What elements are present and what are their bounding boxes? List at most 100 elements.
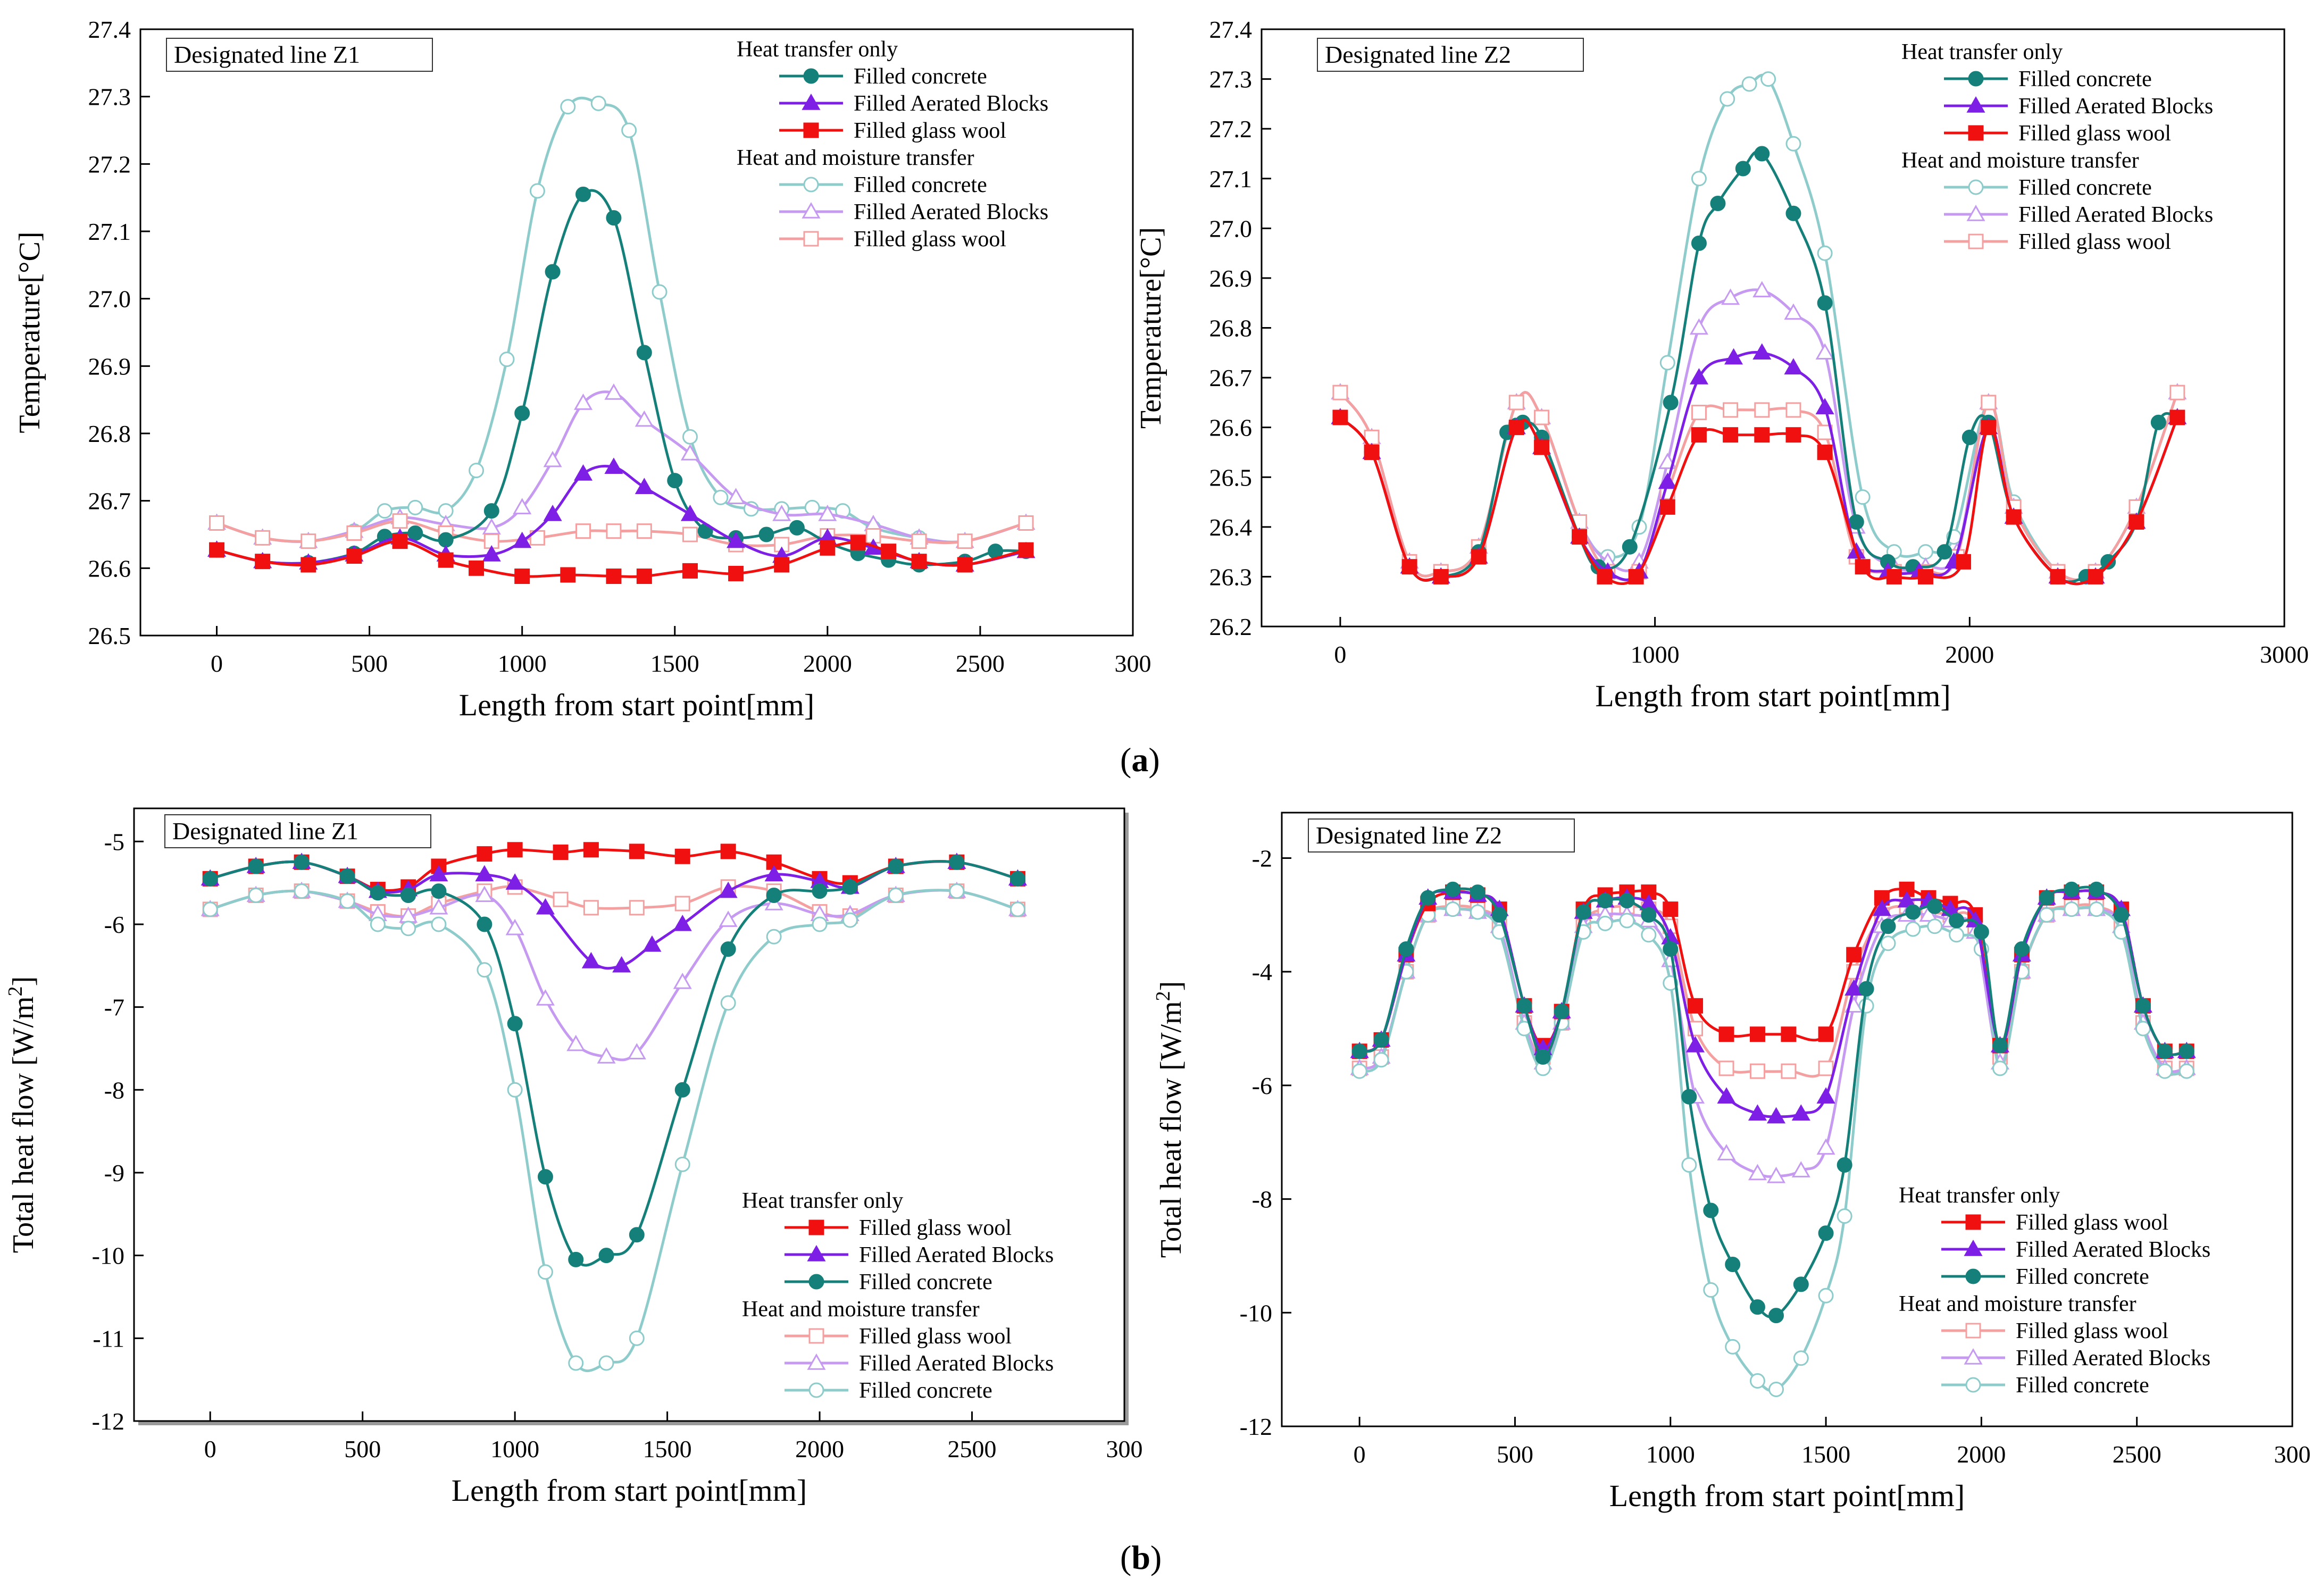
data-point xyxy=(1659,355,1675,371)
data-point xyxy=(1723,402,1739,418)
legend-group-title: Heat and moisture transfer xyxy=(1899,1292,2136,1316)
y-tick-label: 26.4 xyxy=(1209,514,1253,541)
data-point xyxy=(1691,235,1707,251)
data-point xyxy=(1927,918,1943,934)
data-point xyxy=(537,1169,553,1185)
data-point xyxy=(294,854,310,870)
data-point xyxy=(674,1082,690,1098)
legend-entry-label: Filled Aerated Blocks xyxy=(859,1243,1054,1267)
data-point xyxy=(1872,899,1891,916)
data-point xyxy=(1491,907,1507,923)
x-tick-label: 300 xyxy=(1115,650,1151,677)
y-tick-label: 26.8 xyxy=(1209,315,1253,342)
data-point xyxy=(1663,941,1679,957)
data-point xyxy=(1009,901,1025,917)
data-point xyxy=(2157,1063,2173,1079)
data-point xyxy=(1703,1282,1719,1298)
data-point xyxy=(1534,439,1550,455)
data-point xyxy=(1817,245,1833,261)
data-point xyxy=(1009,871,1025,887)
x-tick-label: 2000 xyxy=(803,650,852,677)
data-point xyxy=(1846,947,1862,963)
legend-swatch-marker xyxy=(1965,1268,1981,1284)
data-point xyxy=(1749,1373,1765,1389)
data-point xyxy=(568,1355,584,1371)
legend-entry-label: Filled glass wool xyxy=(2018,121,2171,146)
data-point xyxy=(865,528,881,544)
y-tick-label: 26.6 xyxy=(1209,414,1253,441)
legend-swatch-marker xyxy=(807,1353,826,1370)
x-tick-label: 300 xyxy=(1106,1435,1143,1463)
legend-entry-label: Filled Aerated Blocks xyxy=(854,91,1048,116)
data-point xyxy=(842,912,858,928)
data-point xyxy=(529,183,545,199)
legend-entry-label: Filled concrete xyxy=(2016,1265,2149,1289)
data-point xyxy=(339,893,355,909)
data-point xyxy=(1663,901,1679,917)
plot-frame xyxy=(1261,28,2285,628)
x-tick-label: 2500 xyxy=(2113,1441,2161,1468)
data-point xyxy=(477,916,493,932)
legend-entry-label: Filled glass wool xyxy=(2016,1210,2168,1235)
data-point xyxy=(1818,1060,1834,1076)
data-point xyxy=(370,885,386,901)
series-layer xyxy=(1331,71,2187,586)
legend-swatch-marker xyxy=(803,68,819,84)
y-axis-label: Total heat flow [W/m2] xyxy=(4,976,40,1253)
data-point xyxy=(949,883,965,899)
data-point xyxy=(1641,927,1657,943)
data-point xyxy=(1760,71,1776,87)
data-point xyxy=(1791,1104,1810,1121)
title-box xyxy=(164,814,431,848)
legend-entry-label: Filled Aerated Blocks xyxy=(2016,1346,2210,1371)
y-tick-label: 27.4 xyxy=(88,16,131,43)
data-point xyxy=(1749,1026,1765,1042)
data-point xyxy=(1767,1107,1786,1124)
x-tick-label: 0 xyxy=(204,1435,216,1463)
data-point xyxy=(507,842,523,858)
data-point xyxy=(636,569,652,584)
x-tick-label: 1000 xyxy=(498,650,547,677)
data-point xyxy=(475,865,494,882)
data-point xyxy=(1691,405,1707,421)
x-tick-label: 2500 xyxy=(956,650,1005,677)
y-axis: 26.5 26.6 26.7 26.8 26.9 27.0 27.1 27.2 27.3 27.4… xyxy=(13,16,150,649)
y-tick-label: -6 xyxy=(104,911,124,938)
data-point xyxy=(1955,554,1971,570)
data-point xyxy=(255,554,271,570)
x-axis-label: Length from start point[mm] xyxy=(452,1473,807,1508)
x-tick-label: 2000 xyxy=(1945,641,1994,668)
legend-entry-label: Filled glass wool xyxy=(859,1324,1012,1349)
y-tick-label: 27.1 xyxy=(1209,165,1253,193)
data-point xyxy=(1816,1087,1835,1104)
data-point xyxy=(2150,414,2166,430)
data-point xyxy=(1815,398,1834,414)
data-point xyxy=(1597,915,1613,931)
panel-label-b: (b) xyxy=(1120,1538,1162,1577)
series-line xyxy=(1359,906,2187,1392)
data-point xyxy=(583,900,599,916)
data-point xyxy=(2100,554,2116,570)
y-tick-label: -5 xyxy=(104,828,124,855)
data-point xyxy=(543,505,562,521)
series-moisture-filled-glass-wool xyxy=(209,513,1034,553)
data-point xyxy=(621,122,637,138)
x-tick-label: 2000 xyxy=(795,1435,844,1463)
y-axis-label: Temperature[°C] xyxy=(1134,227,1167,429)
data-point xyxy=(1723,427,1739,443)
legend-swatch-marker xyxy=(1968,125,1984,141)
data-point xyxy=(1689,318,1708,335)
data-point xyxy=(1433,569,1449,584)
legend-swatch-marker xyxy=(808,1328,824,1344)
data-point xyxy=(764,865,783,882)
chart-title: Designated line Z1 xyxy=(172,817,358,845)
data-point xyxy=(1949,913,1965,929)
series-heat-filled-concrete xyxy=(1351,881,2194,1324)
x-axis: 0 1000 2000 3000 Length from start point[mm] xyxy=(1334,617,2309,713)
y-tick-label: -4 xyxy=(1252,958,1272,985)
data-point xyxy=(1622,539,1638,555)
data-point xyxy=(1793,1276,1809,1292)
legend-group-title: Heat and moisture transfer xyxy=(737,146,974,170)
